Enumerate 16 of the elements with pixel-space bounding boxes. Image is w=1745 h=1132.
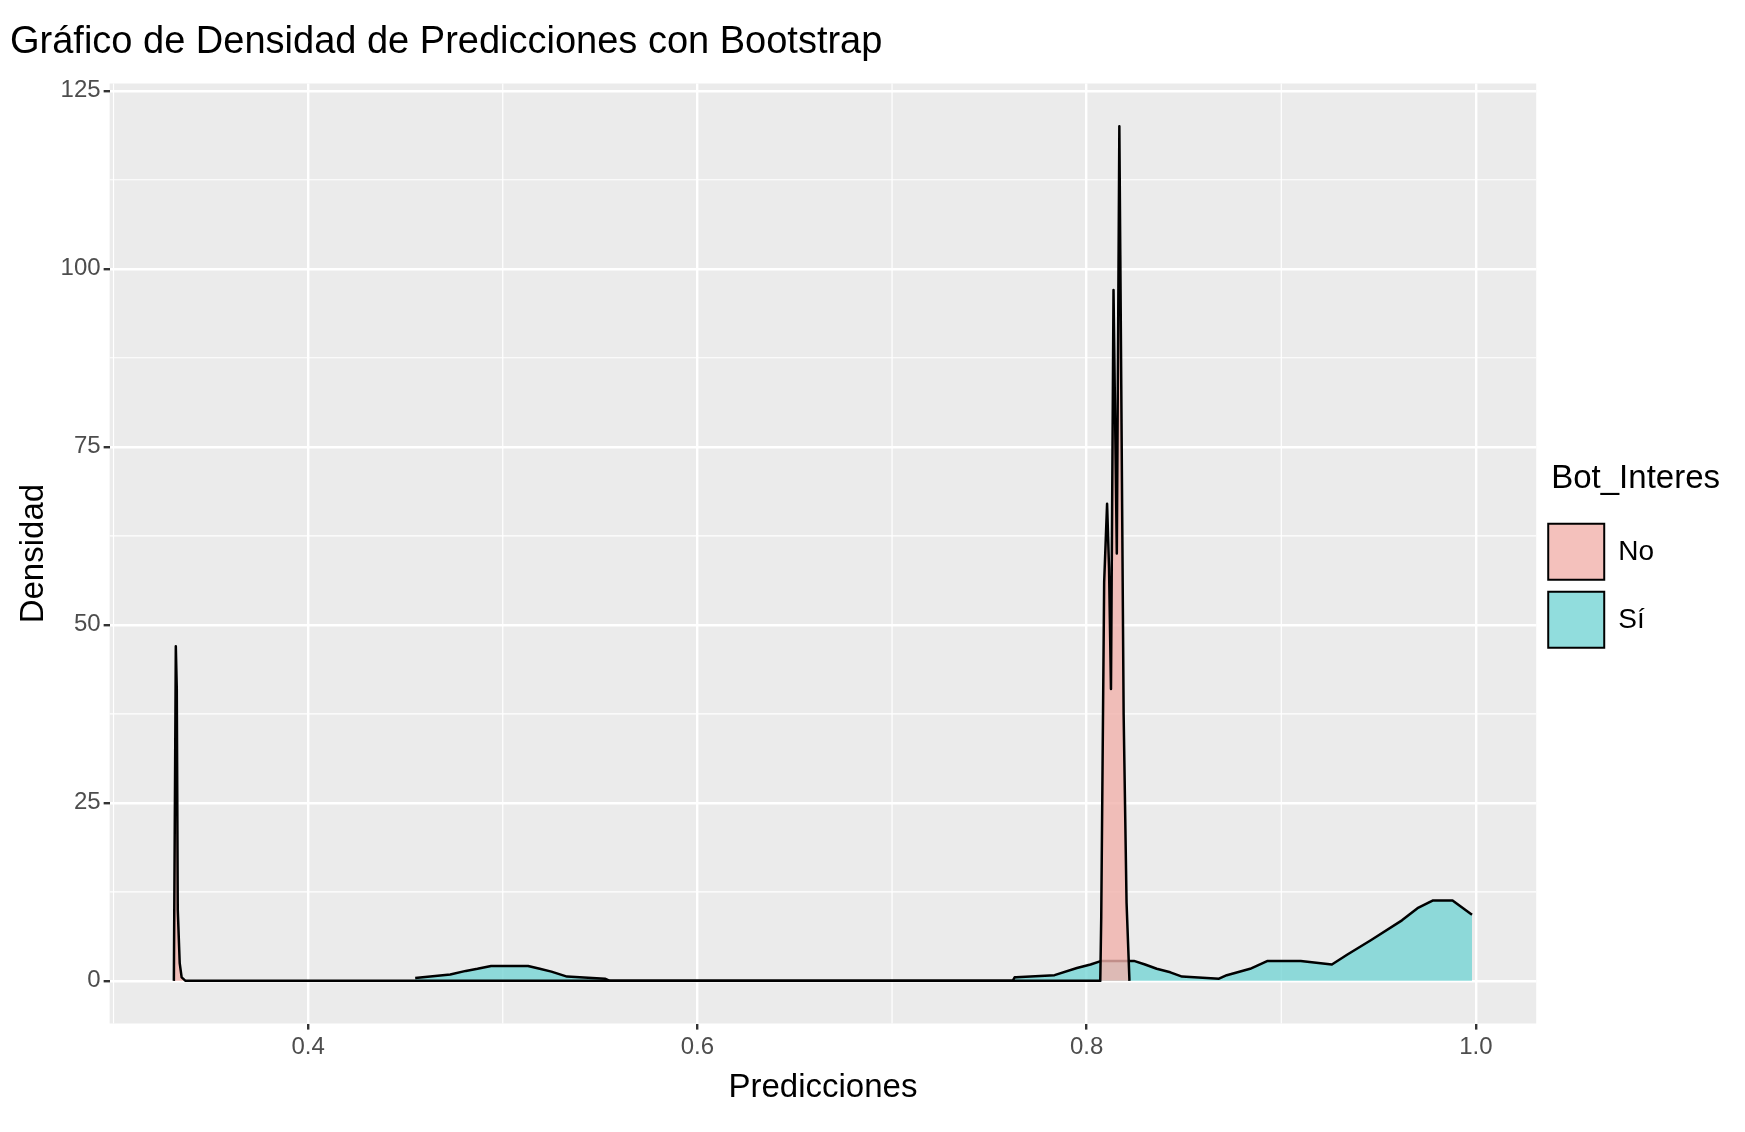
- y-tick-label: 25: [73, 787, 101, 815]
- legend-title: Bot_Interes: [1551, 457, 1721, 495]
- y-tick-label: 100: [60, 253, 101, 281]
- x-tick-label: 0.6: [680, 1031, 715, 1059]
- x-tick-label: 0.8: [1069, 1031, 1104, 1059]
- y-tick-label: 50: [73, 609, 101, 637]
- y-axis-title: Densidad: [12, 483, 50, 624]
- legend-label: No: [1618, 534, 1655, 566]
- x-axis-title: Predicciones: [728, 1067, 918, 1105]
- y-tick-label: 125: [60, 75, 101, 103]
- chart-title: Gráfico de Densidad de Predicciones con Bootstrap: [10, 19, 883, 62]
- x-tick-label: 0.4: [291, 1031, 325, 1059]
- x-tick-label: 1.0: [1459, 1031, 1493, 1059]
- legend-label: Sí: [1618, 602, 1645, 634]
- y-tick-label: 75: [73, 431, 101, 459]
- y-tick-label: 0: [87, 965, 101, 993]
